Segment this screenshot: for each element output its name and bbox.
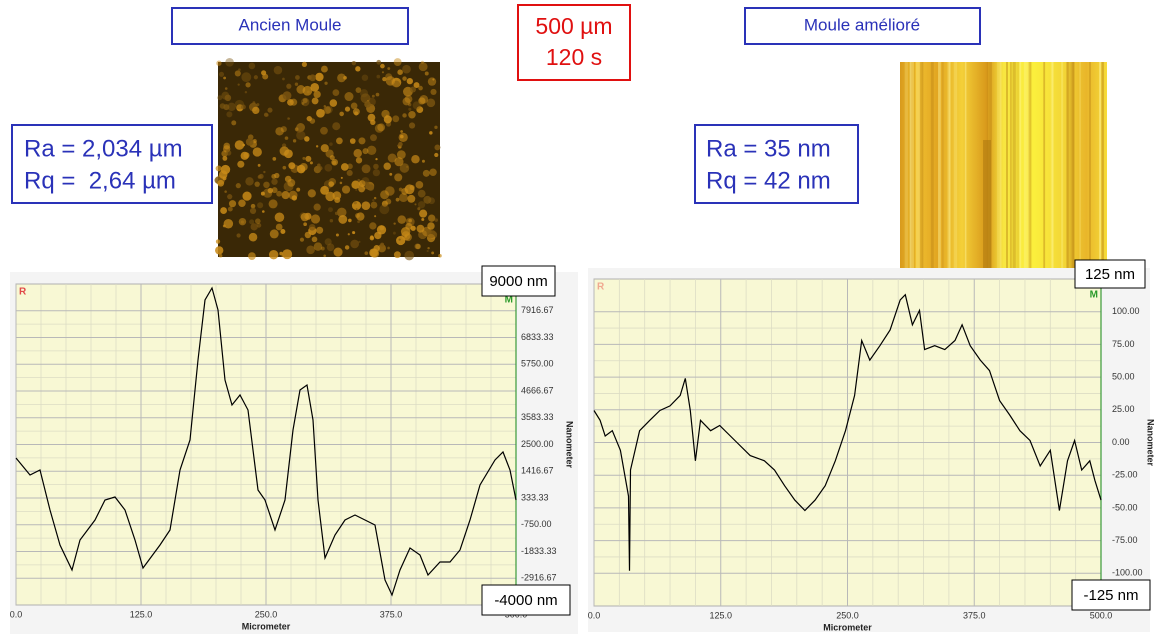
- y-tick-label: 1416.67: [521, 466, 554, 476]
- x-tick-label: 0.0: [10, 609, 23, 619]
- annotation: 9000 nm: [489, 273, 547, 290]
- y-tick-label: -750.00: [521, 519, 552, 529]
- annotation: -125 nm: [1083, 587, 1138, 604]
- profile-chart: 0.0 125.0 250.0 375.0 500.0 100.00 75.00 50.00 2…: [588, 259, 1156, 632]
- roughness-line: Rq = 42 nm: [706, 167, 831, 194]
- condition-line: 500 µm: [535, 13, 612, 39]
- y-tick-label: -2916.67: [521, 573, 557, 583]
- y-axis-title: Nanometer: [1146, 419, 1156, 467]
- left-title: Ancien Moule: [238, 15, 341, 34]
- y-tick-label: -50.00: [1112, 502, 1138, 512]
- x-axis-title: Micrometer: [823, 622, 872, 632]
- roughness-line: Ra = 2,034 µm: [24, 135, 183, 162]
- annotation: -4000 nm: [494, 592, 557, 609]
- annotation: 125 nm: [1085, 266, 1135, 283]
- roughness-box: [11, 124, 213, 204]
- annotation-box: [481, 265, 556, 297]
- corner-label: R: [19, 287, 27, 298]
- corner-label: R: [597, 282, 605, 293]
- y-tick-label: 6833.33: [521, 332, 554, 342]
- y-tick-label: 5750.00: [521, 359, 554, 369]
- right-title: Moule amélioré: [804, 15, 920, 34]
- y-axis-title: Nanometer: [565, 421, 575, 469]
- corner-label: M: [1090, 290, 1098, 301]
- profile-line: [593, 293, 1102, 571]
- roughness-line: Ra = 35 nm: [706, 135, 831, 162]
- y-tick-label: 333.33: [521, 492, 549, 502]
- x-tick-label: 125.0: [130, 609, 153, 619]
- y-tick-label: 7916.67: [521, 305, 554, 315]
- title-box: [744, 7, 981, 45]
- condition-line: 120 s: [546, 44, 602, 70]
- x-tick-label: 250.0: [836, 610, 859, 620]
- y-tick-label: -75.00: [1112, 535, 1138, 545]
- x-axis-title: Micrometer: [242, 621, 291, 631]
- x-tick-label: 0.0: [588, 610, 601, 620]
- y-tick-label: 75.00: [1112, 339, 1135, 349]
- profile-chart: 0.0125.0250.0375.0500.07916.676833.33575…: [10, 265, 578, 634]
- y-tick-label: -25.00: [1112, 470, 1138, 480]
- y-tick-label: 100.00: [1112, 306, 1140, 316]
- y-tick-label: 25.00: [1112, 404, 1135, 414]
- profile-line: [15, 286, 517, 597]
- condition-box: [517, 4, 631, 81]
- x-tick-label: 375.0: [380, 609, 403, 619]
- x-tick-label: 125.0: [709, 610, 732, 620]
- y-tick-label: -1833.33: [521, 546, 557, 556]
- annotation-box: [1071, 579, 1151, 611]
- x-tick-label: 250.0: [255, 609, 278, 619]
- micrograph-old: [214, 57, 442, 261]
- x-tick-label: 500.0: [1090, 610, 1113, 620]
- title-box: [171, 7, 409, 45]
- y-tick-label: 4666.67: [521, 385, 554, 395]
- x-tick-label: 375.0: [963, 610, 986, 620]
- y-tick-label: 0.00: [1112, 437, 1130, 447]
- roughness-box: [694, 124, 859, 204]
- annotation-box: [481, 584, 571, 616]
- y-tick-label: 3583.33: [521, 412, 554, 422]
- y-tick-label: -100.00: [1112, 568, 1143, 578]
- roughness-line: Rq = 2,64 µm: [24, 167, 176, 194]
- annotation-box: [1074, 259, 1146, 289]
- charts: 0.0 125.0 250.0 375.0 500.0 7916.67 6833.33 575…: [10, 259, 1156, 634]
- y-tick-label: 50.00: [1112, 371, 1135, 381]
- y-tick-label: 2500.00: [521, 439, 554, 449]
- corner-label: M: [505, 295, 513, 306]
- micrograph-new: [900, 62, 1107, 268]
